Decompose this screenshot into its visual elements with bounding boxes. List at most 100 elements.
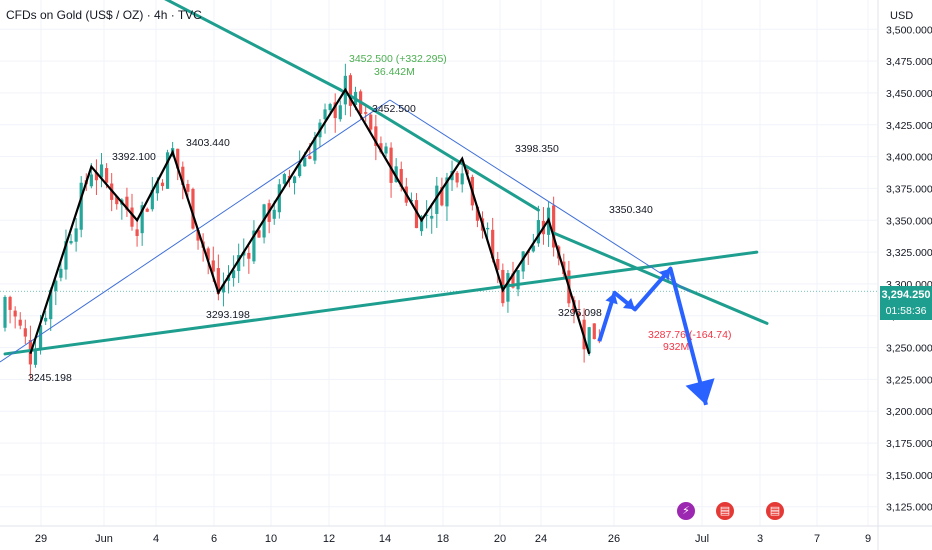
candle-body (150, 189, 154, 210)
candle-body (521, 251, 525, 272)
price-label: 3295.098 (558, 307, 602, 319)
candle-body (282, 174, 286, 184)
y-tick-label: 3,400.000 (886, 152, 932, 164)
currency-label[interactable]: USD (890, 10, 914, 22)
lightning-icon[interactable]: ⚡ (677, 502, 695, 520)
candle-body (389, 147, 393, 183)
candle-body (577, 313, 581, 316)
candle-body (247, 252, 251, 259)
candle-body (186, 183, 190, 192)
price-label: 3245.198 (28, 372, 72, 384)
channel-line (389, 99, 691, 293)
y-tick-label: 3,325.000 (886, 247, 932, 259)
candle-body (394, 166, 398, 183)
candle-body (145, 208, 149, 212)
x-tick-label: 10 (265, 533, 277, 545)
zigzag-pattern (29, 87, 591, 355)
candle-body (445, 177, 449, 207)
price-label: 3392.100 (112, 151, 156, 163)
projection-path (597, 266, 708, 406)
us-flag-icon[interactable]: ▤ (766, 502, 784, 520)
candle-body (425, 214, 429, 216)
candle-body (191, 188, 195, 229)
price-axis[interactable]: 3,125.000 3,150.000 3,175.000 3,200.000 3,22… (877, 0, 932, 550)
candle-body (99, 164, 104, 178)
price-labels: 3245.198 3392.100 3403.440 3293.198 3452.500… (28, 53, 731, 384)
candle-body (54, 280, 58, 291)
candle-body (455, 172, 459, 183)
grid-lines (0, 0, 878, 526)
candle-body (135, 229, 139, 236)
trendline (164, 0, 342, 92)
y-tick-label: 3,250.000 (886, 343, 932, 355)
candle-body (3, 296, 7, 328)
candle-body (364, 112, 368, 114)
candle-body (303, 157, 307, 167)
bar-countdown: 01:58:36 (885, 305, 927, 317)
candle-body (592, 323, 596, 340)
candle-body (333, 102, 337, 119)
channel-line (0, 99, 391, 363)
projection-arrowhead (685, 378, 715, 405)
candle-body (552, 205, 556, 248)
y-tick-label: 3,125.000 (886, 502, 932, 514)
candle-body (165, 152, 170, 189)
candle-body (531, 245, 535, 252)
x-tick-label: 26 (608, 533, 620, 545)
x-tick-label: 6 (211, 533, 217, 545)
candle-body (308, 156, 312, 159)
candle-body (13, 310, 17, 317)
candlestick-series (3, 63, 601, 380)
candle-body (221, 284, 226, 293)
drawing-tools (0, 0, 769, 406)
projection-arrowhead (658, 268, 671, 281)
candle-body (94, 172, 99, 181)
candle-body (506, 273, 510, 302)
candle-body (516, 270, 520, 290)
trendline (338, 88, 540, 212)
price-label: 3350.340 (609, 204, 653, 216)
candle-body (49, 289, 53, 320)
candle-body (430, 215, 434, 219)
candle-body (338, 105, 342, 120)
candle-body (115, 196, 119, 205)
projection-arrowhead (605, 292, 618, 305)
candle-body (23, 328, 27, 337)
y-tick-label: 3,350.000 (886, 215, 932, 227)
price-label: 3403.440 (186, 137, 230, 149)
candle-body (196, 230, 200, 241)
y-tick-label: 3,500.000 (886, 24, 932, 36)
candle-body (181, 166, 185, 186)
candle-body (511, 273, 515, 288)
candle-body (298, 164, 302, 177)
candle-body (216, 268, 220, 294)
y-tick-label: 3,450.000 (886, 88, 932, 100)
candle-body (211, 260, 215, 272)
candle-body (64, 241, 68, 270)
us-flag-icon[interactable]: ▤ (716, 502, 734, 520)
last-price-value: 3,294.250 (881, 289, 931, 301)
symbol-title[interactable]: CFDs on Gold (US$ / OZ) · 4h · TVC (6, 8, 202, 22)
candle-body (414, 200, 419, 229)
candle-body (272, 209, 276, 219)
candle-body (440, 187, 444, 206)
y-tick-label: 3,200.000 (886, 406, 932, 418)
x-tick-label: 20 (494, 533, 506, 545)
candle-body (491, 229, 495, 259)
candle-body (44, 317, 48, 322)
candle-body (399, 168, 403, 187)
candle-body (130, 207, 134, 227)
candle-body (348, 75, 353, 106)
candle-body (155, 181, 159, 194)
y-tick-label: 3,150.000 (886, 470, 932, 482)
candle-body (384, 146, 388, 154)
candle-body (206, 248, 210, 261)
time-axis[interactable]: 29 Jun 4 6 10 12 14 18 20 24 26 Jul 3 7 9 (0, 525, 932, 545)
candle-body (160, 182, 165, 187)
candle-body (69, 241, 73, 244)
annotation-label: 3287.76 (-164.74) (648, 329, 731, 341)
candle-body (475, 206, 480, 221)
candle-body (125, 196, 129, 210)
annotation-label: 3452.500 (+332.295) (349, 53, 447, 65)
